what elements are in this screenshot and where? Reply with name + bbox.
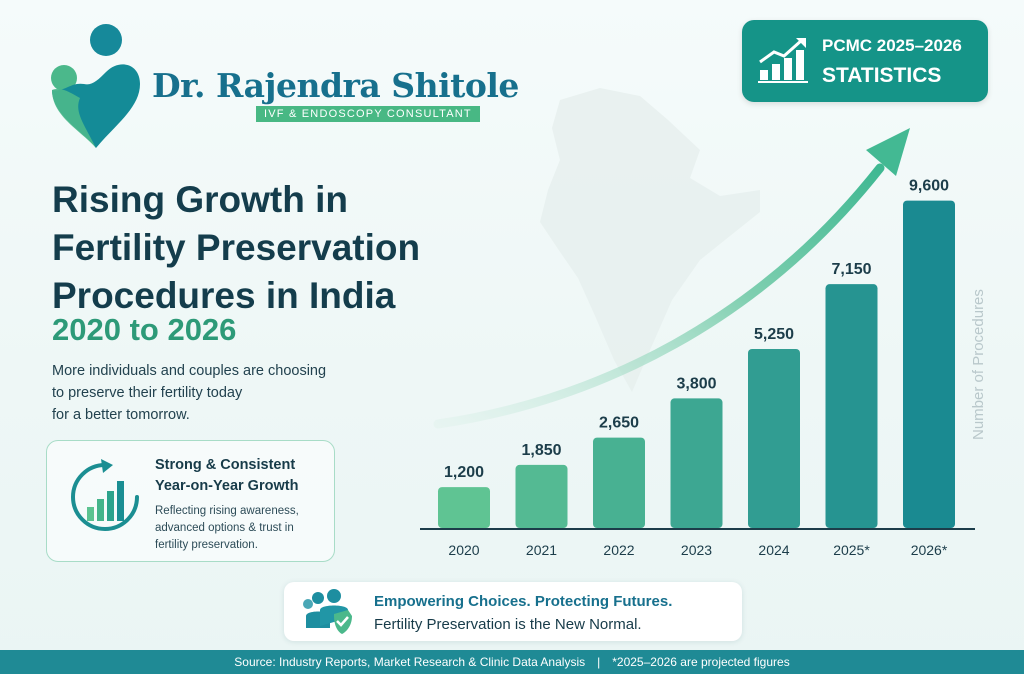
page-title: Rising Growth in Fertility Preservation … xyxy=(52,176,420,320)
footer-separator: | xyxy=(597,655,601,669)
bar-2023 xyxy=(670,398,723,528)
bar-value-label: 1,850 xyxy=(521,442,561,459)
bar-value-label: 1,200 xyxy=(444,464,484,481)
bar-growth-icon xyxy=(758,38,808,83)
description: More individuals and couples are choosin… xyxy=(52,360,326,426)
title-line: Fertility Preservation xyxy=(52,227,421,268)
year-range: 2020 to 2026 xyxy=(52,312,237,347)
brand-subtitle: IVF & ENDOSCOPY CONSULTANT xyxy=(256,106,480,122)
growth-chart-icon xyxy=(71,459,139,531)
bar-value-label: 3,800 xyxy=(676,375,716,392)
badge-subtitle: STATISTICS xyxy=(822,64,942,87)
bar-value-label: 7,150 xyxy=(831,261,871,278)
growth-card-title-line: Strong & Consistent xyxy=(155,457,296,473)
footer-note: *2025–2026 are projected figures xyxy=(612,655,790,669)
trend-arrow xyxy=(433,163,885,429)
description-line: to preserve their fertility today xyxy=(52,385,243,401)
trend-arrow-head xyxy=(866,128,910,176)
x-tick-label: 2022 xyxy=(603,542,634,558)
bar-2024 xyxy=(748,348,800,528)
growth-card-text-line: Reflecting rising awareness, xyxy=(155,505,299,517)
people-shield-icon xyxy=(303,589,352,634)
growth-card-text: Reflecting rising awareness, advanced op… xyxy=(155,503,299,554)
growth-card-text-line: advanced options & trust in xyxy=(155,522,294,534)
bar-2025 xyxy=(825,284,878,528)
bar-2021 xyxy=(515,464,568,528)
tagline-line-1: Empowering Choices. Protecting Futures. xyxy=(374,593,673,610)
title-line: Procedures in India xyxy=(52,275,396,316)
x-tick-label: 2026* xyxy=(911,542,948,558)
logo-heart-icon xyxy=(52,64,140,148)
growth-card-title-line: Year-on-Year Growth xyxy=(155,478,299,494)
brand-name: Dr. Rajendra Shitole xyxy=(152,66,519,105)
bottom-strip xyxy=(0,674,1024,683)
growth-card-text-line: fertility preservation. xyxy=(155,539,258,551)
growth-card: Strong & Consistent Year-on-Year Growth … xyxy=(46,440,335,562)
bar-2020 xyxy=(438,487,490,528)
badge-title: PCMC 2025–2026 xyxy=(822,36,962,55)
logo-head-icon xyxy=(90,24,122,56)
x-tick-label: 2025* xyxy=(833,542,870,558)
growth-card-title: Strong & Consistent Year-on-Year Growth xyxy=(155,455,298,497)
footer-bar: Source: Industry Reports, Market Researc… xyxy=(0,650,1024,674)
footer-source: Source: Industry Reports, Market Researc… xyxy=(234,655,586,669)
bar-2026 xyxy=(903,200,955,528)
statistics-badge: PCMC 2025–2026 STATISTICS xyxy=(742,20,988,102)
bar-value-label: 9,600 xyxy=(909,178,949,195)
logo-small-head-icon xyxy=(51,65,77,91)
title-line: Rising Growth in xyxy=(52,179,348,220)
india-map-silhouette xyxy=(540,88,760,392)
description-line: More individuals and couples are choosin… xyxy=(52,363,327,379)
brand-logo xyxy=(51,24,140,148)
y-axis-title: Number of Procedures xyxy=(970,289,987,440)
bar-2022 xyxy=(593,437,645,528)
x-tick-label: 2021 xyxy=(526,542,557,558)
description-line: for a better tomorrow. xyxy=(52,407,190,423)
bar-value-label: 2,650 xyxy=(599,415,639,432)
tagline-line-2: Fertility Preservation is the New Normal… xyxy=(374,616,642,633)
x-tick-label: 2020 xyxy=(448,542,479,558)
bar-value-label: 5,250 xyxy=(754,326,794,343)
x-tick-label: 2023 xyxy=(681,542,712,558)
tagline-card: Empowering Choices. Protecting Futures. … xyxy=(284,582,742,641)
x-tick-label: 2024 xyxy=(758,542,789,558)
